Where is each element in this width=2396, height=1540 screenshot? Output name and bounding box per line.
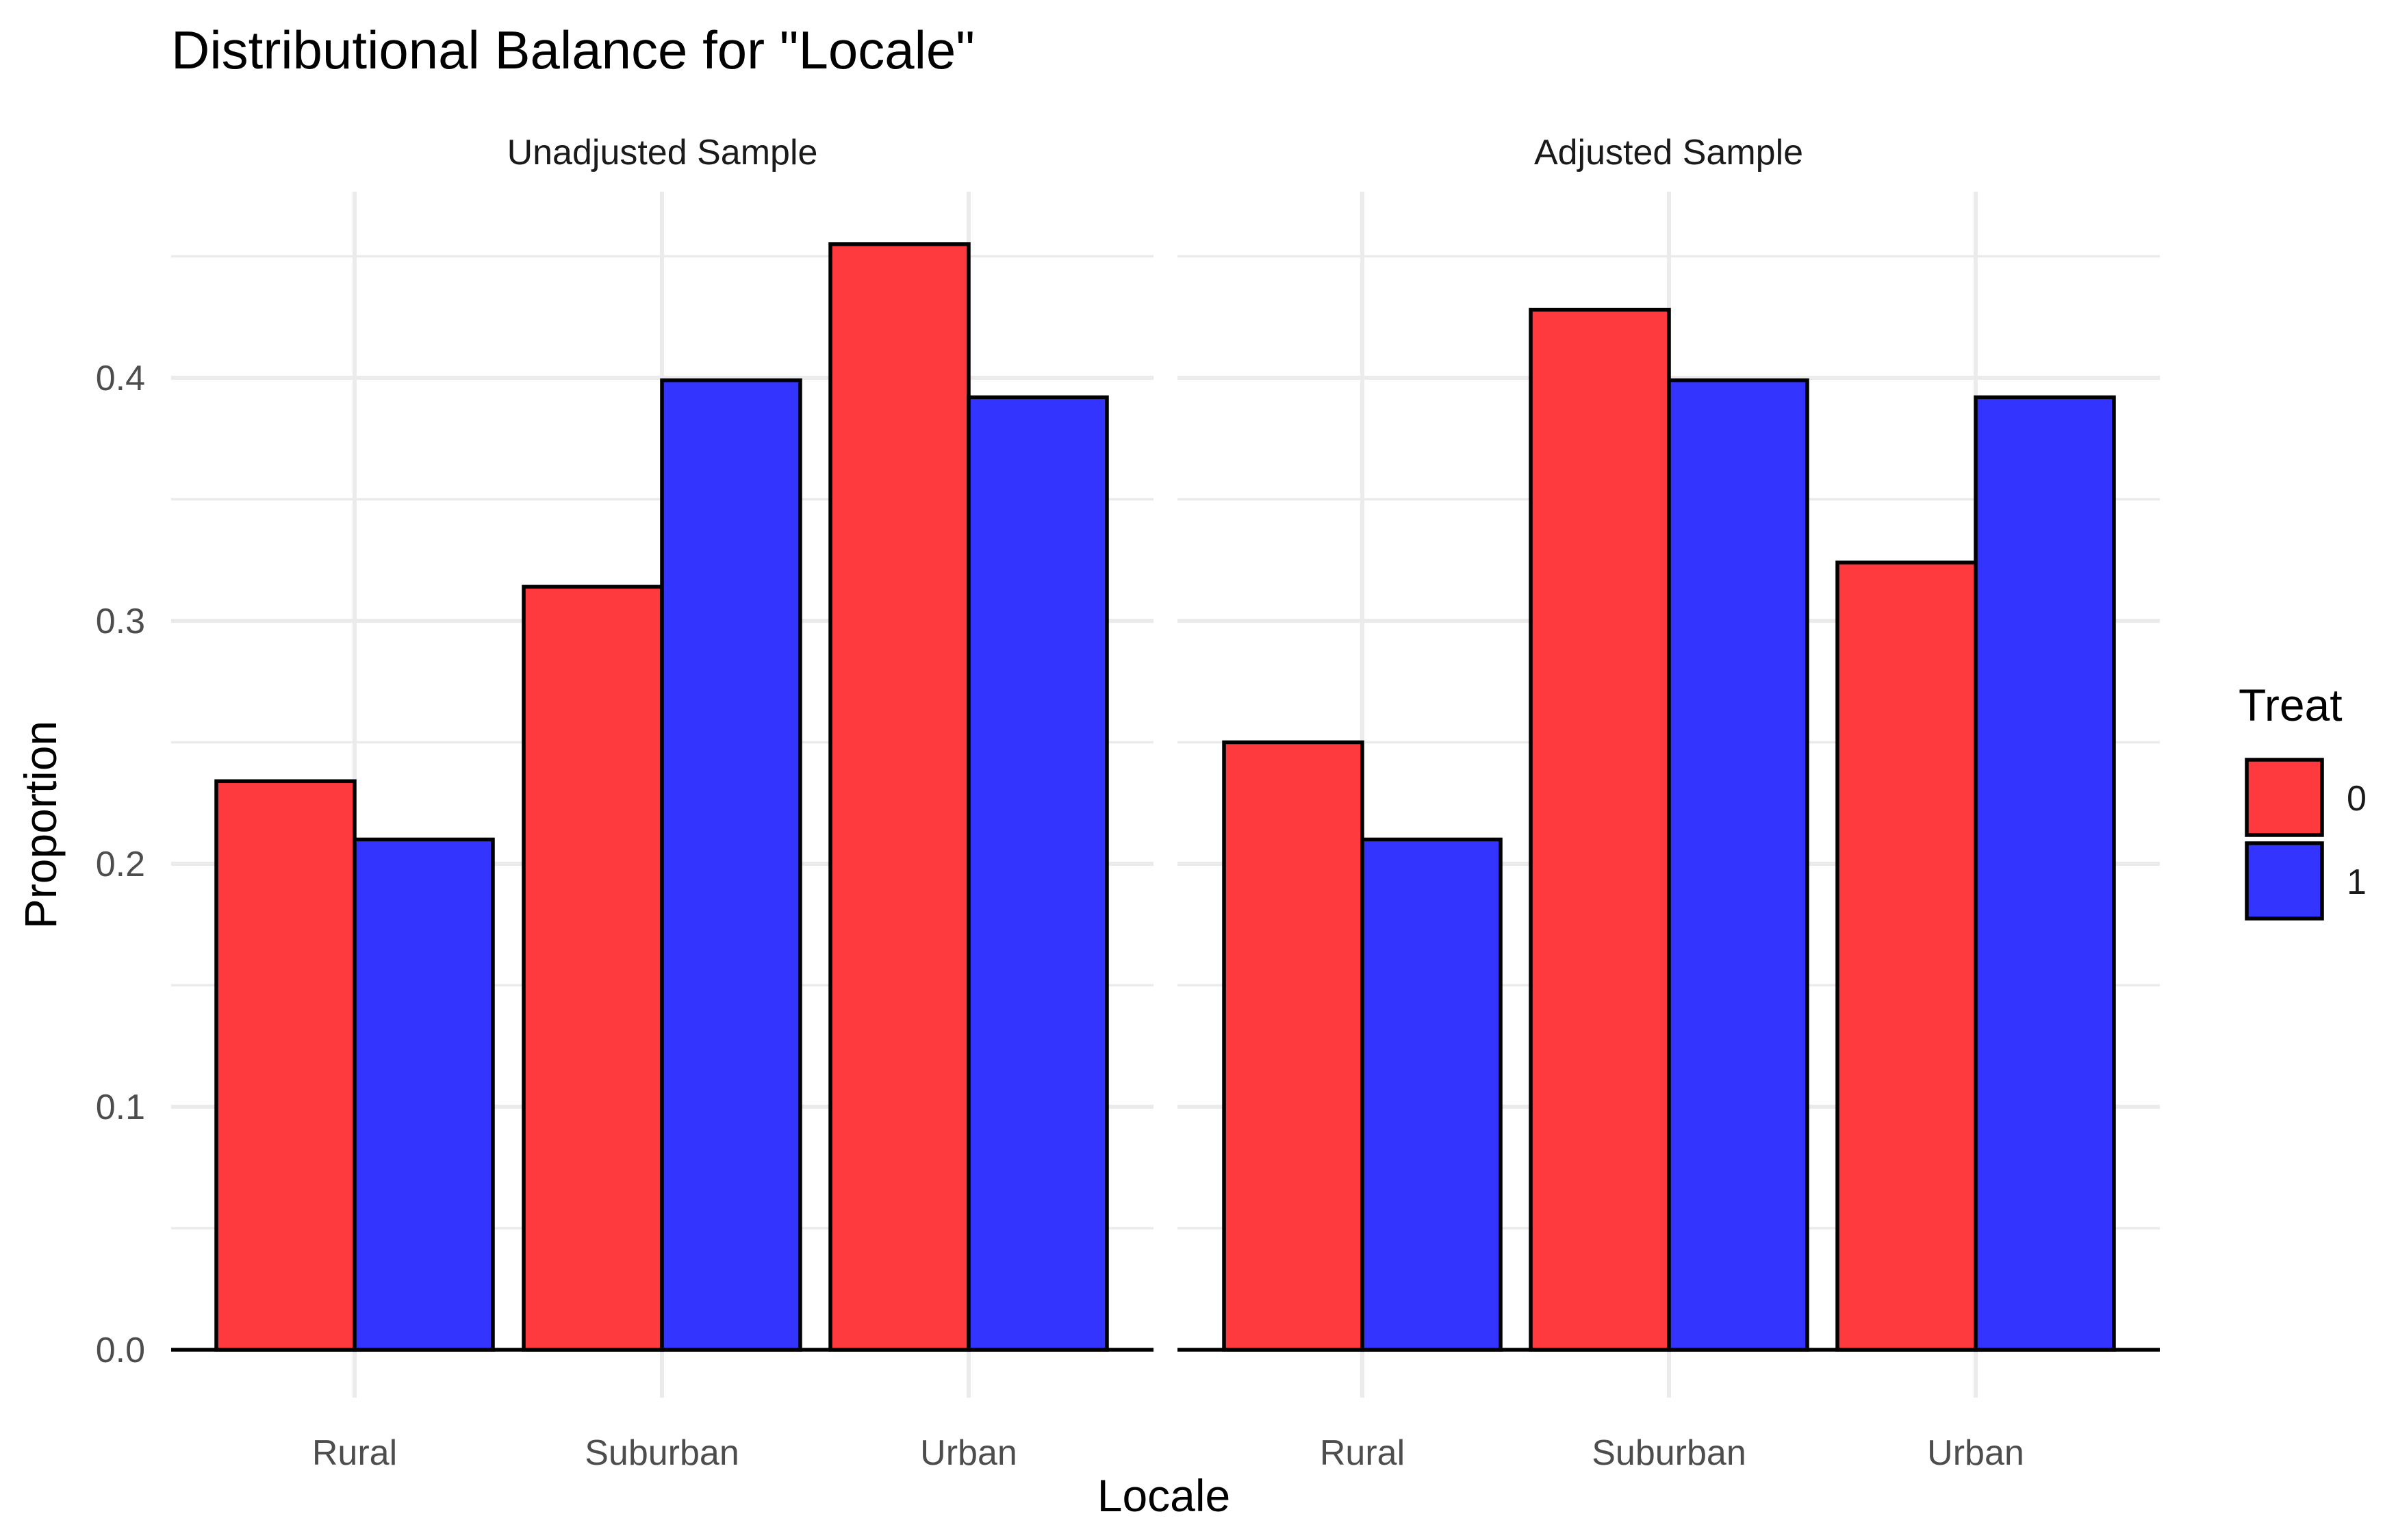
bars bbox=[1222, 307, 2116, 1352]
bar-suburban-treat-0 bbox=[522, 585, 664, 1352]
legend-key-0 bbox=[2245, 758, 2324, 837]
chart-title: Distributional Balance for "Locale" bbox=[171, 20, 975, 80]
bar-urban-treat-0 bbox=[828, 242, 971, 1352]
bar-urban-treat-1 bbox=[1974, 395, 2116, 1352]
y-tick-labels: 0.0 0.1 0.2 0.3 0.4 bbox=[96, 359, 145, 1370]
legend-entries: 01 bbox=[2245, 758, 2367, 921]
x-tick-label: Urban bbox=[1927, 1433, 2024, 1473]
bar-rural-treat-0 bbox=[1222, 740, 1364, 1352]
legend-key-1 bbox=[2245, 841, 2324, 921]
y-tick-label: 0.0 bbox=[96, 1331, 145, 1370]
bar-rural-treat-1 bbox=[1360, 837, 1503, 1352]
legend: Treat 01 bbox=[2239, 680, 2367, 921]
legend-label-0: 0 bbox=[2347, 779, 2367, 819]
bar-urban-treat-1 bbox=[967, 395, 1109, 1352]
bar-urban-treat-0 bbox=[1835, 561, 1978, 1352]
facet-panel-1: Unadjusted Sample Rural Suburban Urban bbox=[171, 133, 1154, 1473]
x-tick-label: Suburban bbox=[1592, 1433, 1746, 1473]
bar-suburban-treat-1 bbox=[1667, 378, 1809, 1352]
facet-strip-title: Unadjusted Sample bbox=[507, 133, 818, 172]
x-tick-label: Rural bbox=[312, 1433, 397, 1473]
bar-suburban-treat-1 bbox=[660, 378, 802, 1352]
bar-suburban-treat-0 bbox=[1529, 307, 1671, 1352]
x-tick-label: Suburban bbox=[585, 1433, 739, 1473]
x-tick-label: Rural bbox=[1320, 1433, 1405, 1473]
facet-strip-title: Adjusted Sample bbox=[1534, 133, 1803, 172]
y-tick-label: 0.4 bbox=[96, 359, 145, 398]
bar-rural-treat-1 bbox=[353, 837, 495, 1352]
x-tick-label: Urban bbox=[920, 1433, 1017, 1473]
y-axis-title: Proportion bbox=[15, 721, 66, 929]
y-tick-label: 0.2 bbox=[96, 845, 145, 884]
bars bbox=[214, 242, 1109, 1352]
y-tick-label: 0.1 bbox=[96, 1088, 145, 1127]
bar-rural-treat-0 bbox=[214, 779, 357, 1352]
facet-panel-2: Adjusted Sample Rural Suburban Urban bbox=[1177, 133, 2160, 1473]
legend-label-1: 1 bbox=[2347, 862, 2367, 902]
legend-title: Treat bbox=[2239, 680, 2343, 730]
x-axis-title: Locale bbox=[1097, 1470, 1231, 1521]
y-tick-label: 0.3 bbox=[96, 602, 145, 641]
